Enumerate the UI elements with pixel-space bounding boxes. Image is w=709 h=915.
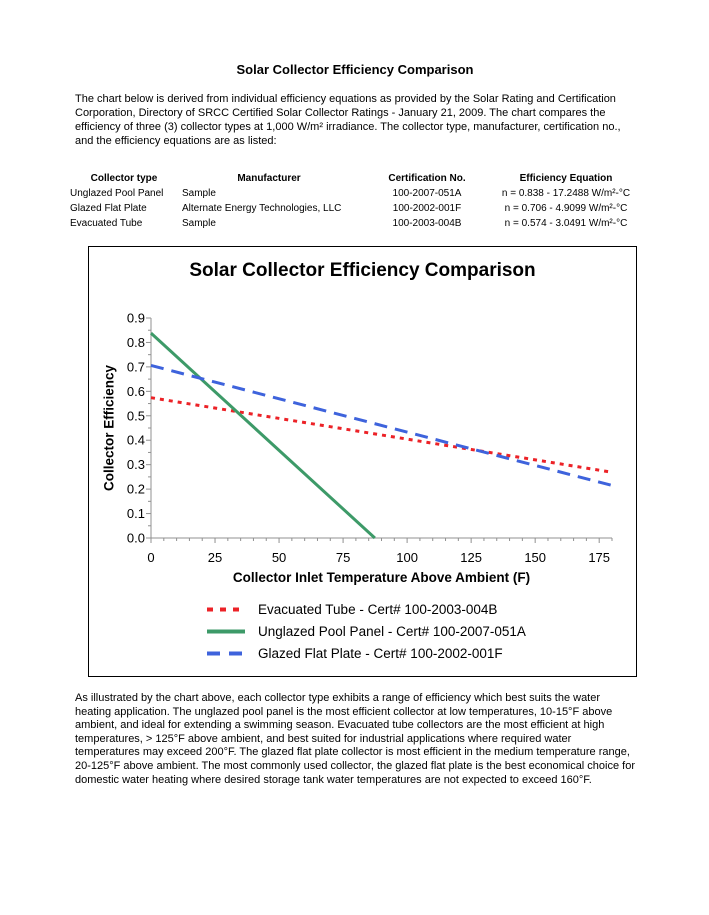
- y-tick-label: 0.1: [127, 506, 145, 521]
- legend-item: Evacuated Tube - Cert# 100-2003-004B: [206, 602, 526, 617]
- closing-paragraph: As illustrated by the chart above, each …: [75, 692, 635, 786]
- y-tick-label: 0.8: [127, 335, 145, 350]
- series-line-dotted: [150, 396, 613, 474]
- table-cell: 100-2002-001F: [392, 203, 462, 214]
- x-tick-label: 25: [208, 550, 222, 565]
- table-cell: Evacuated Tube: [70, 218, 143, 229]
- legend-item: Glazed Flat Plate - Cert# 100-2002-001F: [206, 646, 526, 661]
- chart-legend: Evacuated Tube - Cert# 100-2003-004B Ungl…: [206, 602, 526, 661]
- y-tick-label: 0.7: [127, 359, 145, 374]
- table-header-row: Collector type Manufacturer Certification …: [68, 171, 636, 186]
- table-row: Glazed Flat Plate Alternate Energy Techno…: [68, 201, 636, 216]
- chart-figure: Solar Collector Efficiency Comparison 0 2…: [88, 246, 637, 677]
- table-cell: n = 0.706 - 4.9099 W/m²-°C: [504, 203, 628, 214]
- x-axis-title: Collector Inlet Temperature Above Ambien…: [232, 570, 531, 585]
- legend-dotted-line-icon: [207, 607, 245, 612]
- chart-plot-area: 0 25 50 75 100 125 150 175 0.0 0.1 0.2 0.3 0.4 0.5 0.6…: [127, 311, 613, 565]
- table-cell: n = 0.838 - 17.2488 W/m²-°C: [501, 188, 631, 199]
- legend-dashed-line-icon: [207, 651, 245, 656]
- intro-paragraph: The chart below is derived from individu…: [75, 93, 621, 147]
- table-row: Evacuated Tube Sample 100-2003-004B n = 0.5…: [68, 216, 636, 231]
- table-row: Unglazed Pool Panel Sample 100-2007-051A n …: [68, 186, 636, 201]
- table-header-cell: Collector type: [90, 173, 158, 184]
- x-tick-label: 175: [588, 550, 610, 565]
- x-tick-label: 0: [147, 550, 154, 565]
- y-tick-label: 0.9: [127, 311, 145, 326]
- table-cell: 100-2007-051A: [392, 188, 462, 199]
- table-header-cell: Efficiency Equation: [519, 173, 613, 184]
- legend-label: Glazed Flat Plate - Cert# 100-2002-001F: [258, 646, 503, 661]
- table-cell: Sample: [182, 188, 216, 199]
- legend-label: Evacuated Tube - Cert# 100-2003-004B: [258, 602, 498, 617]
- y-tick-label: 0.6: [127, 384, 145, 399]
- table-header-cell: Certification No.: [388, 173, 466, 184]
- y-tick-label: 0.4: [127, 433, 145, 448]
- document-title: Solar Collector Efficiency Comparison: [236, 62, 474, 77]
- legend-label: Unglazed Pool Panel - Cert# 100-2007-051…: [258, 624, 526, 639]
- series-line-solid: [149, 332, 376, 540]
- table-cell: 100-2003-004B: [392, 218, 462, 229]
- collector-spec-table: Collector type Manufacturer Certification …: [68, 171, 636, 231]
- y-tick-label: 0.0: [127, 531, 145, 546]
- legend-item: Unglazed Pool Panel - Cert# 100-2007-051…: [206, 624, 526, 639]
- table-cell: Alternate Energy Technologies, LLC: [182, 203, 342, 214]
- x-tick-label: 100: [396, 550, 418, 565]
- table-cell: n = 0.574 - 3.0491 W/m²-°C: [504, 218, 628, 229]
- table-cell: Glazed Flat Plate: [70, 203, 147, 214]
- table-header-cell: Manufacturer: [237, 173, 301, 184]
- y-tick-label: 0.2: [127, 482, 145, 497]
- x-tick-label: 150: [524, 550, 546, 565]
- table-cell: Unglazed Pool Panel: [70, 188, 164, 199]
- x-tick-label: 75: [336, 550, 350, 565]
- series-line-dashed: [150, 363, 613, 487]
- y-axis-title: Collector Efficiency: [101, 364, 117, 492]
- x-tick-label: 125: [460, 550, 482, 565]
- x-tick-label: 50: [272, 550, 286, 565]
- legend-solid-line-icon: [207, 629, 245, 634]
- table-cell: Sample: [182, 218, 216, 229]
- y-tick-label: 0.5: [127, 408, 145, 423]
- chart-title: Solar Collector Efficiency Comparison: [189, 260, 536, 281]
- y-tick-label: 0.3: [127, 457, 145, 472]
